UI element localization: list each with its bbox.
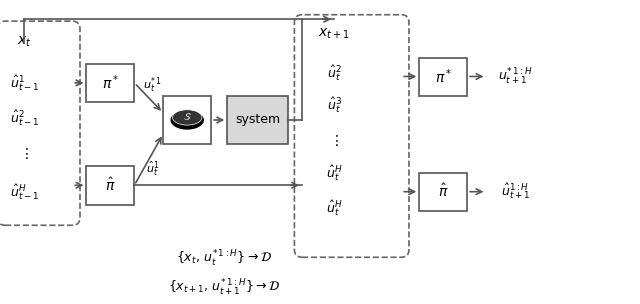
Text: $\hat{u}^{H}_{t-1}$: $\hat{u}^{H}_{t-1}$ (10, 182, 39, 202)
Text: system: system (235, 113, 280, 126)
Text: $x_{t+1}$: $x_{t+1}$ (318, 27, 350, 41)
Text: $x_t$: $x_t$ (17, 34, 31, 49)
Text: $\hat{u}^{1}_{t}$: $\hat{u}^{1}_{t}$ (146, 160, 159, 179)
Text: $\hat{u}^{2}_{t-1}$: $\hat{u}^{2}_{t-1}$ (10, 109, 39, 128)
Text: $\pi^*$: $\pi^*$ (102, 74, 119, 92)
Ellipse shape (173, 110, 202, 125)
Text: $u^{*\,1}_{t}$: $u^{*\,1}_{t}$ (143, 75, 162, 95)
FancyBboxPatch shape (294, 15, 409, 257)
FancyBboxPatch shape (0, 21, 80, 225)
FancyBboxPatch shape (86, 64, 134, 102)
Text: $\hat{\pi}$: $\hat{\pi}$ (438, 183, 449, 200)
Text: $\hat{u}^{1}_{t-1}$: $\hat{u}^{1}_{t-1}$ (10, 74, 39, 93)
FancyBboxPatch shape (163, 96, 211, 144)
Text: $\vdots$: $\vdots$ (19, 146, 29, 161)
Text: $\mathcal{S}$: $\mathcal{S}$ (183, 111, 191, 122)
Ellipse shape (172, 111, 204, 129)
Text: $\hat{u}^{2}_{t}$: $\hat{u}^{2}_{t}$ (327, 64, 341, 83)
Text: $\hat{u}^{3}_{t}$: $\hat{u}^{3}_{t}$ (326, 96, 342, 116)
Text: $\{x_{t+1},\, u_{t+1}^{*\,1:H}\} \rightarrow \mathcal{D}$: $\{x_{t+1},\, u_{t+1}^{*\,1:H}\} \righta… (168, 278, 280, 298)
Text: $\hat{u}^{1:H}_{t+1}$: $\hat{u}^{1:H}_{t+1}$ (500, 182, 530, 202)
Text: $\{x_t,\, u_t^{*\,1:H}\} \rightarrow \mathcal{D}$: $\{x_t,\, u_t^{*\,1:H}\} \rightarrow \ma… (176, 249, 272, 269)
FancyBboxPatch shape (419, 57, 467, 96)
Text: $u^{*\,1:H}_{t+1}$: $u^{*\,1:H}_{t+1}$ (498, 67, 532, 87)
Text: $\hat{\pi}$: $\hat{\pi}$ (105, 177, 116, 194)
FancyBboxPatch shape (86, 166, 134, 205)
FancyBboxPatch shape (419, 173, 467, 211)
Text: $\hat{u}^{H}_{t}$: $\hat{u}^{H}_{t}$ (326, 198, 342, 218)
Text: $\vdots$: $\vdots$ (329, 133, 339, 148)
FancyBboxPatch shape (227, 96, 288, 144)
Text: $\hat{u}^{H}_{t}$: $\hat{u}^{H}_{t}$ (326, 163, 342, 183)
Text: $\pi^*$: $\pi^*$ (435, 67, 452, 86)
